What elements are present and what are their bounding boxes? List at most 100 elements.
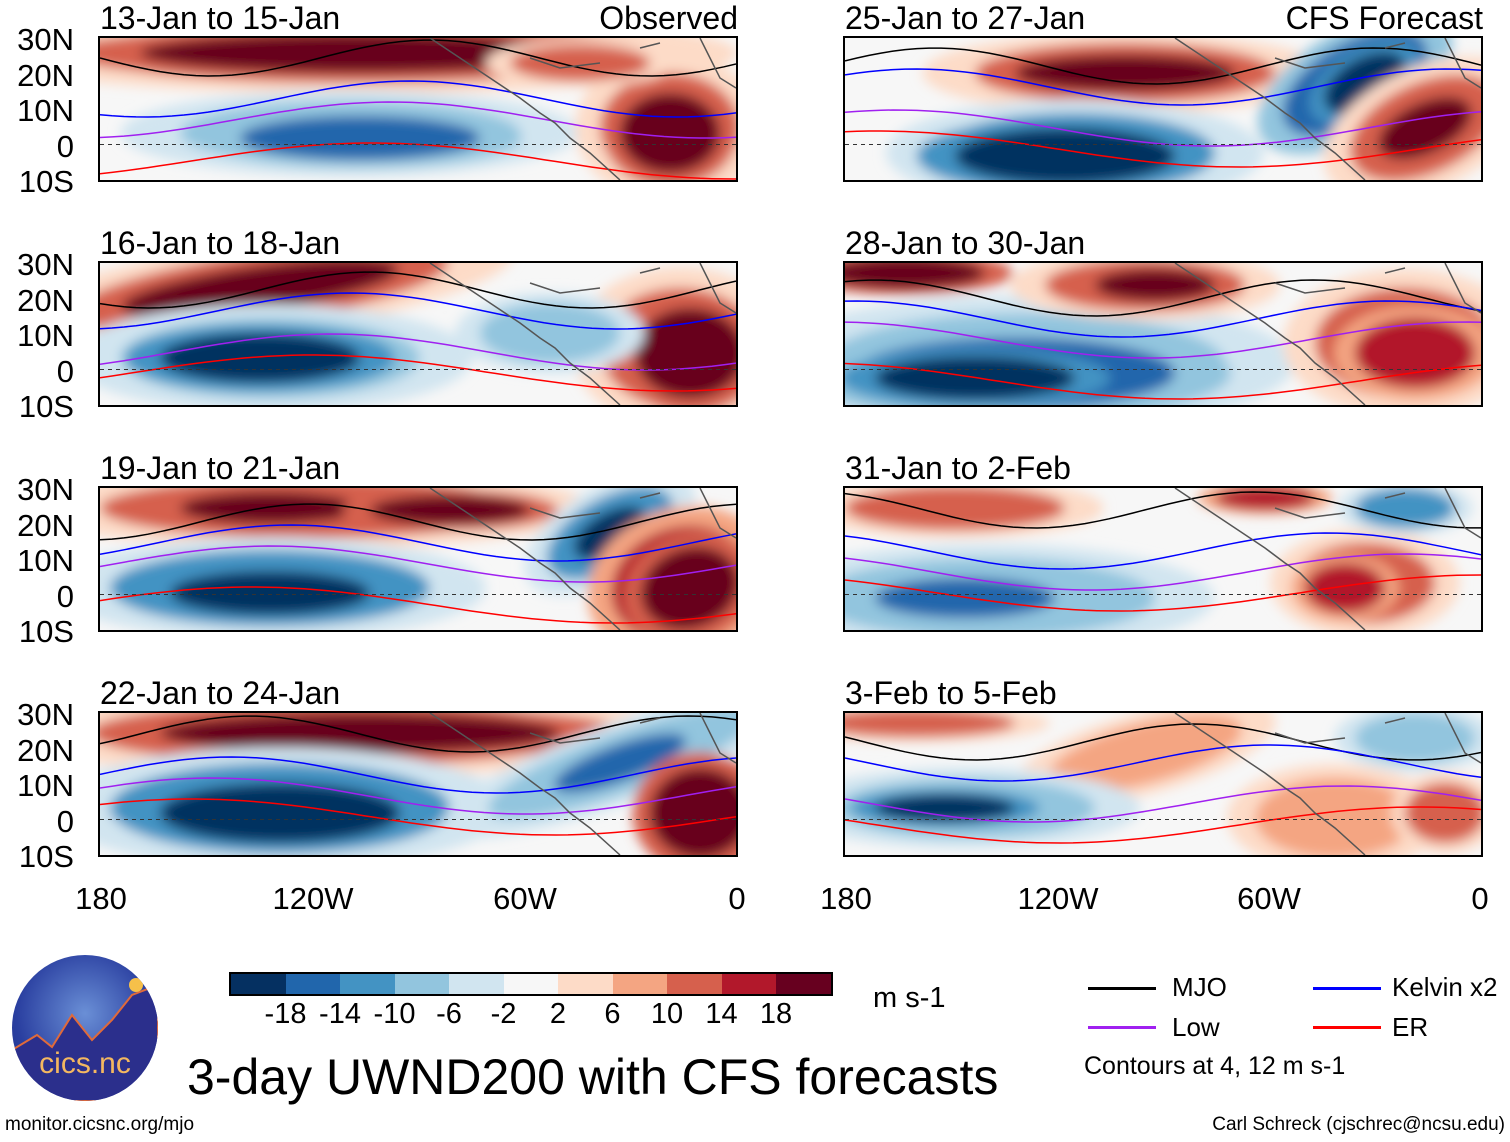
- contour-line: [845, 491, 1481, 529]
- legend-line-er: [1313, 1026, 1381, 1029]
- lat-label: 20N: [17, 282, 74, 318]
- legend-label-kelvin: Kelvin x2: [1392, 972, 1498, 1002]
- footer-credit: Carl Schreck (cjschrec@ncsu.edu): [1212, 1114, 1505, 1135]
- colorbar-label: -2: [490, 998, 517, 1030]
- coastline: [429, 263, 736, 405]
- lat-label: 0: [56, 803, 74, 839]
- contour-line: [845, 574, 1481, 612]
- wind-anomaly-region: [1378, 97, 1472, 159]
- contour-line: [845, 109, 1481, 147]
- colorbar-swatch: [558, 974, 613, 994]
- wind-anomaly-region: [240, 116, 480, 160]
- coastline: [1174, 38, 1481, 180]
- panel-title: 28-Jan to 30-Jan: [845, 225, 1086, 261]
- wind-anomaly-region: [553, 733, 687, 793]
- wind-anomaly-region: [1355, 318, 1475, 388]
- wind-anomaly-region: [160, 713, 560, 753]
- colorbar-swatch: [394, 974, 449, 994]
- lat-label: 20N: [17, 57, 74, 93]
- wind-anomaly-region: [955, 128, 1175, 180]
- contour-line: [845, 68, 1481, 106]
- colorbar-swatch: [285, 974, 340, 994]
- panel-tag: Observed: [599, 0, 738, 36]
- coastline: [429, 713, 736, 855]
- lat-label: 30N: [17, 22, 74, 57]
- contour-line: [100, 715, 736, 753]
- lon-label: 60W: [493, 881, 557, 916]
- colorbar-swatch: [776, 974, 831, 994]
- panel-title: 16-Jan to 18-Jan: [100, 225, 341, 261]
- wind-anomaly-region: [160, 783, 400, 843]
- map-panel: [98, 711, 738, 857]
- contour-note: Contours at 4, 12 m s-1: [1084, 1052, 1346, 1080]
- contour-line: [845, 362, 1481, 400]
- colorbar-swatch: [667, 974, 722, 994]
- colorbar-swatch: [231, 974, 286, 994]
- contour-line: [100, 777, 736, 815]
- colorbar-units: m s-1: [873, 982, 946, 1014]
- panel-title: 31-Jan to 2-Feb: [845, 450, 1071, 486]
- wind-anomaly-region: [180, 492, 360, 524]
- map-panel: [843, 711, 1483, 857]
- wind-anomaly-region: [875, 794, 1015, 822]
- lat-label: 10N: [17, 768, 74, 803]
- wind-anomaly-region: [845, 713, 1015, 737]
- colorbar-swatch: [612, 974, 667, 994]
- lat-label: 20N: [17, 507, 74, 543]
- lon-label: 0: [1471, 881, 1489, 916]
- panel-title: 22-Jan to 24-Jan: [100, 675, 341, 711]
- lon-label: 120W: [272, 881, 354, 916]
- colorbar-swatch: [503, 974, 558, 994]
- coastline: [429, 488, 736, 630]
- figure-title: 3-day UWND200 with CFS forecasts: [187, 1049, 999, 1105]
- legend-label-mjo: MJO: [1172, 972, 1227, 1002]
- colorbar-swatch: [340, 974, 395, 994]
- lon-label: 0: [728, 881, 746, 916]
- contour-line: [100, 503, 736, 541]
- footer-url[interactable]: monitor.cicsnc.org/mjo: [5, 1114, 195, 1135]
- wind-anomaly-region: [1255, 778, 1415, 855]
- lat-label: 0: [56, 128, 74, 164]
- colorbar-label: 6: [604, 998, 621, 1030]
- contour-line: [845, 532, 1481, 570]
- contour-line: [100, 756, 736, 794]
- lon-label: 120W: [1017, 881, 1099, 916]
- contour-line: [100, 80, 736, 118]
- wind-anomaly-region: [170, 571, 370, 615]
- contour-line: [100, 39, 736, 77]
- lat-label: 10S: [18, 839, 74, 874]
- colorbar-label: 14: [705, 998, 738, 1030]
- wind-anomaly-region: [635, 308, 736, 398]
- map-panel: [843, 261, 1483, 407]
- panel-title: 3-Feb to 5-Feb: [845, 675, 1057, 711]
- legend-line-mjo: [1088, 987, 1156, 990]
- contour-line: [100, 586, 736, 624]
- contour-line: [100, 101, 736, 139]
- contour-line: [845, 130, 1481, 168]
- colorbar-label: 2: [549, 998, 567, 1030]
- panel-title: 25-Jan to 27-Jan: [845, 0, 1086, 36]
- cics-logo: cics.nc: [12, 955, 158, 1101]
- wind-anomaly-region: [1015, 55, 1235, 91]
- lon-label: 60W: [1237, 881, 1301, 916]
- wind-anomaly-region: [845, 263, 985, 289]
- colorbar-label: -10: [373, 998, 416, 1030]
- lat-label: 10N: [17, 318, 74, 353]
- lat-label: 10N: [17, 93, 74, 128]
- contour-line: [845, 744, 1481, 782]
- wind-anomaly-region: [1355, 488, 1455, 528]
- wind-anomaly-region: [641, 546, 736, 630]
- map-panel: [98, 36, 738, 182]
- logo-text: cics.nc: [39, 1047, 131, 1080]
- map-panel: [98, 261, 738, 407]
- coastline: [1174, 263, 1481, 405]
- contour-line: [845, 47, 1481, 85]
- contour-line: [100, 292, 736, 330]
- contour-line: [100, 545, 736, 583]
- contour-line: [845, 785, 1481, 823]
- lat-label: 10S: [18, 164, 74, 199]
- lat-label: 10S: [18, 614, 74, 649]
- wind-anomaly-region: [121, 263, 399, 318]
- contour-line: [100, 524, 736, 562]
- lat-label: 30N: [17, 697, 74, 732]
